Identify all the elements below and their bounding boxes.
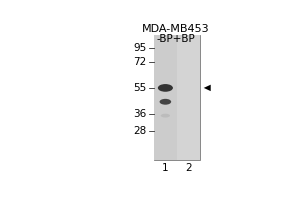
Ellipse shape [160, 99, 171, 105]
Text: 95: 95 [134, 43, 147, 53]
Ellipse shape [158, 84, 173, 92]
Polygon shape [204, 85, 211, 91]
Text: 28: 28 [134, 126, 147, 136]
Bar [154, 35, 200, 160]
Ellipse shape [161, 114, 170, 118]
Text: 55: 55 [134, 83, 147, 93]
Text: 2: 2 [185, 163, 192, 173]
Text: 72: 72 [134, 57, 147, 67]
Bar [154, 35, 177, 160]
Text: MDA-MB453: MDA-MB453 [142, 24, 210, 34]
Bar [177, 35, 200, 160]
Text: 1: 1 [162, 163, 169, 173]
Text: 36: 36 [134, 109, 147, 119]
Text: -BP+BP: -BP+BP [157, 34, 195, 44]
